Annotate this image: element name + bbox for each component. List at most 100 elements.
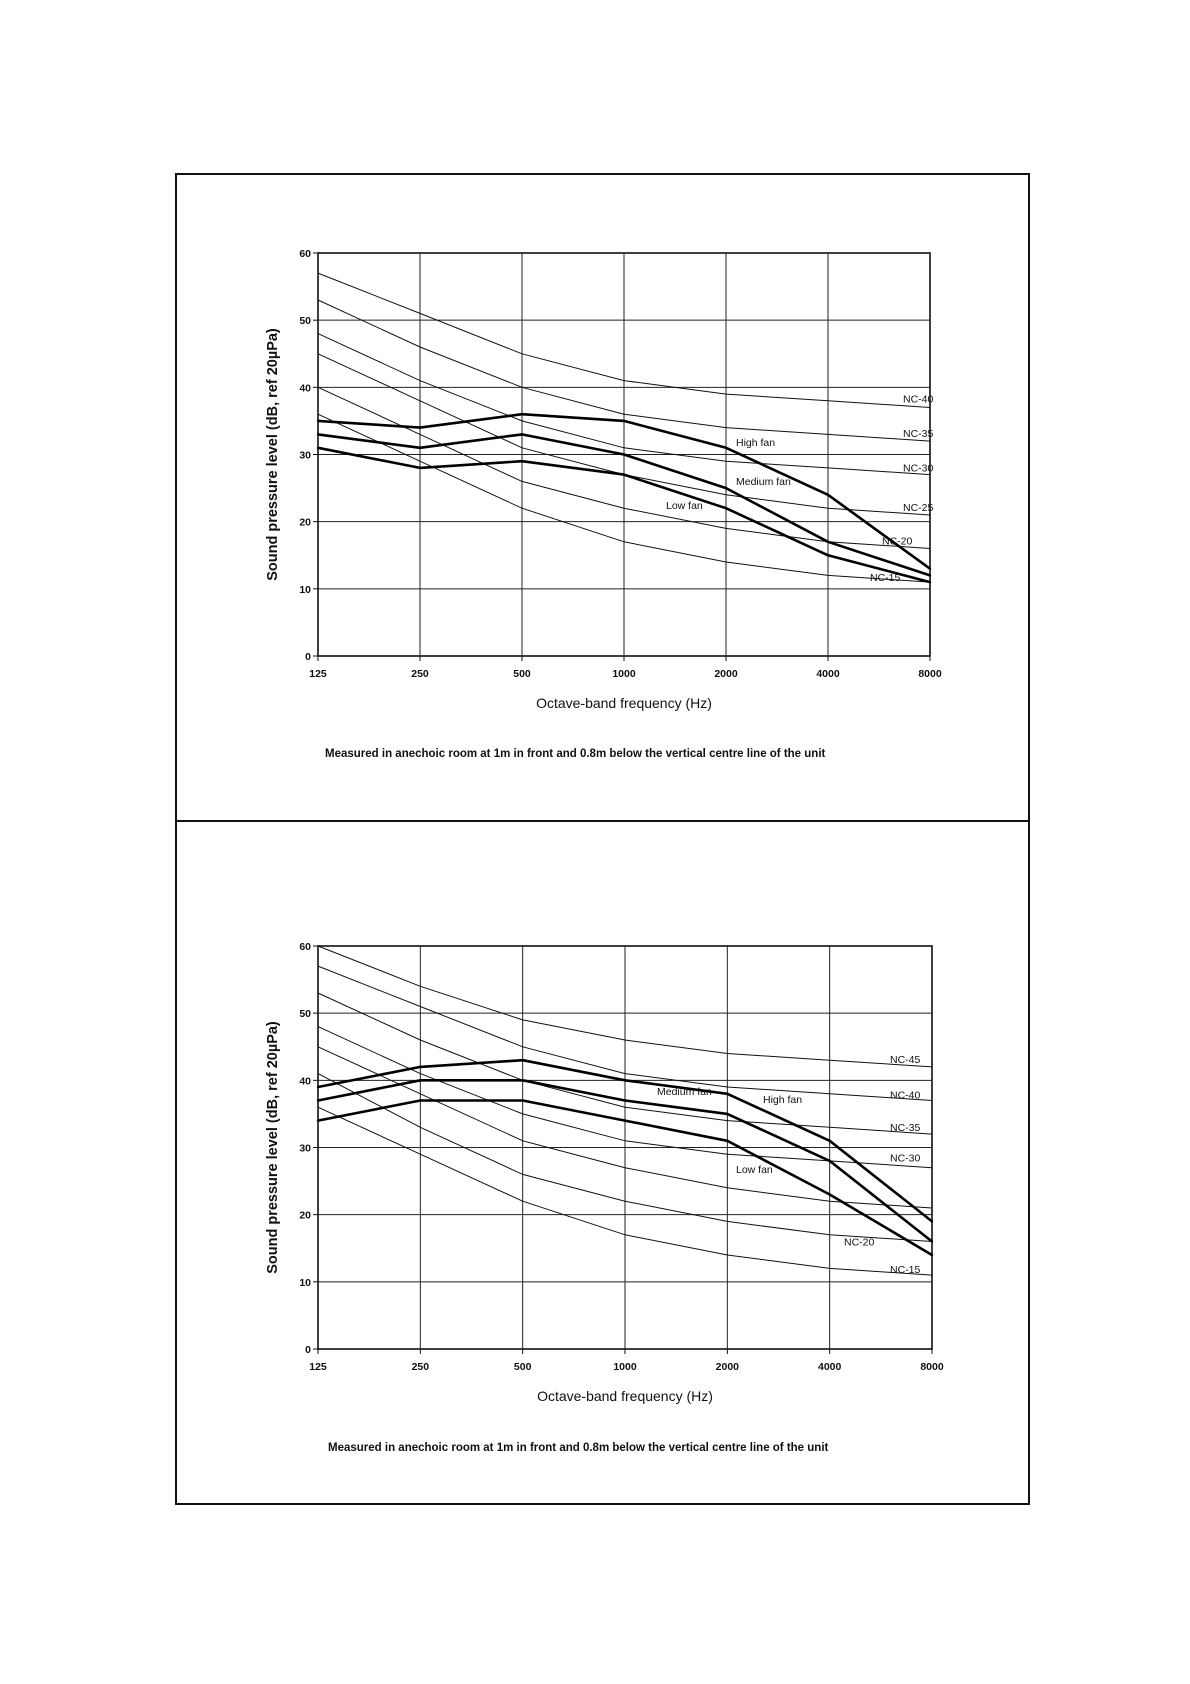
nc-point-nc-15 xyxy=(931,1274,933,1276)
x-tick-label: 2000 xyxy=(716,1361,740,1373)
nc-point-nc-30 xyxy=(317,333,319,335)
series-point-medium-fan xyxy=(521,1079,524,1082)
nc-point-nc-20 xyxy=(317,1073,319,1075)
series-point-low-fan xyxy=(828,1193,831,1196)
nc-point-nc-40 xyxy=(929,406,931,409)
nc-point-nc-20 xyxy=(726,1220,728,1222)
nc-point-nc-30 xyxy=(624,1140,626,1142)
nc-point-nc-30 xyxy=(929,474,931,476)
series-point-low-fan xyxy=(726,1139,729,1142)
series-label: Medium fan xyxy=(736,476,791,488)
nc-point-nc-35 xyxy=(521,386,523,388)
series-point-medium-fan xyxy=(828,1159,831,1163)
nc-point-nc-35 xyxy=(419,1039,421,1041)
series-point-medium-fan xyxy=(622,453,626,456)
series-point-low-fan xyxy=(520,460,524,463)
nc-point-nc-35 xyxy=(419,346,421,348)
x-tick-label: 250 xyxy=(412,1361,430,1373)
nc-point-nc-30 xyxy=(931,1167,933,1169)
nc-point-nc-30 xyxy=(726,1153,728,1155)
nc-point-nc-25 xyxy=(419,1093,421,1095)
nc-label: NC-30 xyxy=(903,463,934,475)
series-point-high-fan xyxy=(418,426,422,429)
nc-point-nc-35 xyxy=(929,440,931,442)
series-point-medium-fan xyxy=(930,1240,934,1243)
nc-point-nc-35 xyxy=(725,427,727,429)
nc-point-nc-45 xyxy=(624,1039,626,1041)
series-point-low-fan xyxy=(316,1119,320,1122)
series-point-high-fan xyxy=(419,1065,422,1069)
series-point-high-fan xyxy=(826,493,830,496)
nc-point-nc-30 xyxy=(725,460,727,462)
nc-point-nc-20 xyxy=(829,1234,831,1236)
nc-point-nc-15 xyxy=(522,1200,524,1202)
measurement-note: Measured in anechoic room at 1m in front… xyxy=(325,748,826,760)
y-tick-label: 20 xyxy=(299,517,311,529)
nc-point-nc-35 xyxy=(931,1133,933,1135)
x-tick-label: 500 xyxy=(514,1361,532,1373)
nc-point-nc-45 xyxy=(317,945,319,947)
nc-point-nc-25 xyxy=(419,400,421,402)
nc-point-nc-25 xyxy=(522,1140,524,1142)
series-point-low-fan xyxy=(826,554,830,557)
y-tick-label: 50 xyxy=(299,315,311,327)
series-point-high-fan xyxy=(930,1220,934,1223)
series-label: Low fan xyxy=(736,1164,773,1176)
series-point-low-fan xyxy=(418,466,422,470)
nc-point-nc-20 xyxy=(624,1200,626,1202)
x-tick-label: 500 xyxy=(513,668,531,680)
nc-point-nc-25 xyxy=(829,1200,831,1202)
series-point-high-fan xyxy=(316,419,320,423)
y-tick-label: 30 xyxy=(299,450,311,462)
nc-point-nc-45 xyxy=(726,1052,728,1055)
series-label: High fan xyxy=(736,437,775,449)
nc-point-nc-40 xyxy=(931,1099,933,1102)
nc-label: NC-30 xyxy=(890,1153,921,1165)
nc-point-nc-20 xyxy=(419,1126,421,1128)
nc-point-nc-30 xyxy=(521,420,523,422)
x-axis-label: Octave-band frequency (Hz) xyxy=(536,695,712,711)
nc-point-nc-40 xyxy=(522,1046,524,1048)
series-point-high-fan xyxy=(828,1139,831,1142)
nc-point-nc-20 xyxy=(522,1173,524,1175)
nc-point-nc-30 xyxy=(419,380,421,382)
x-tick-label: 4000 xyxy=(816,668,840,680)
nc-point-nc-20 xyxy=(419,433,421,435)
nc-label: NC-35 xyxy=(903,428,934,440)
nc-label: NC-35 xyxy=(890,1122,921,1134)
nc-label: NC-40 xyxy=(890,1089,921,1101)
nc-point-nc-20 xyxy=(317,386,319,388)
series-point-medium-fan xyxy=(520,433,524,436)
series-point-high-fan xyxy=(316,1085,320,1089)
series-point-high-fan xyxy=(724,446,728,449)
y-tick-label: 20 xyxy=(299,1210,311,1222)
y-tick-label: 40 xyxy=(299,1075,311,1087)
nc-label: NC-45 xyxy=(890,1054,921,1066)
nc-point-nc-25 xyxy=(521,447,523,449)
nc-point-nc-15 xyxy=(726,1254,728,1256)
y-tick-label: 50 xyxy=(299,1008,311,1020)
series-point-low-fan xyxy=(521,1099,524,1102)
nc-point-nc-30 xyxy=(522,1113,524,1115)
x-tick-label: 125 xyxy=(309,1361,327,1373)
y-tick-label: 40 xyxy=(299,382,311,394)
series-point-medium-fan xyxy=(316,1099,320,1102)
nc-point-nc-20 xyxy=(623,507,625,509)
nc-point-nc-45 xyxy=(829,1059,831,1061)
nc-point-nc-40 xyxy=(317,272,319,274)
nc-point-nc-40 xyxy=(827,400,829,402)
nc-point-nc-35 xyxy=(726,1120,728,1122)
series-point-medium-fan xyxy=(726,1112,729,1116)
nc-point-nc-40 xyxy=(521,353,523,355)
y-tick-label: 0 xyxy=(305,651,311,663)
nc-point-nc-45 xyxy=(419,985,421,987)
y-axis-label: Sound pressure level (dB, ref 20µPa) xyxy=(265,328,281,581)
nc-point-nc-40 xyxy=(725,393,727,395)
series-point-high-fan xyxy=(622,419,626,423)
nc-point-nc-35 xyxy=(623,413,625,415)
x-tick-label: 125 xyxy=(309,668,327,680)
series-point-high-fan xyxy=(623,1079,627,1082)
series-point-low-fan xyxy=(623,1119,627,1122)
nc-point-nc-25 xyxy=(931,1207,933,1209)
